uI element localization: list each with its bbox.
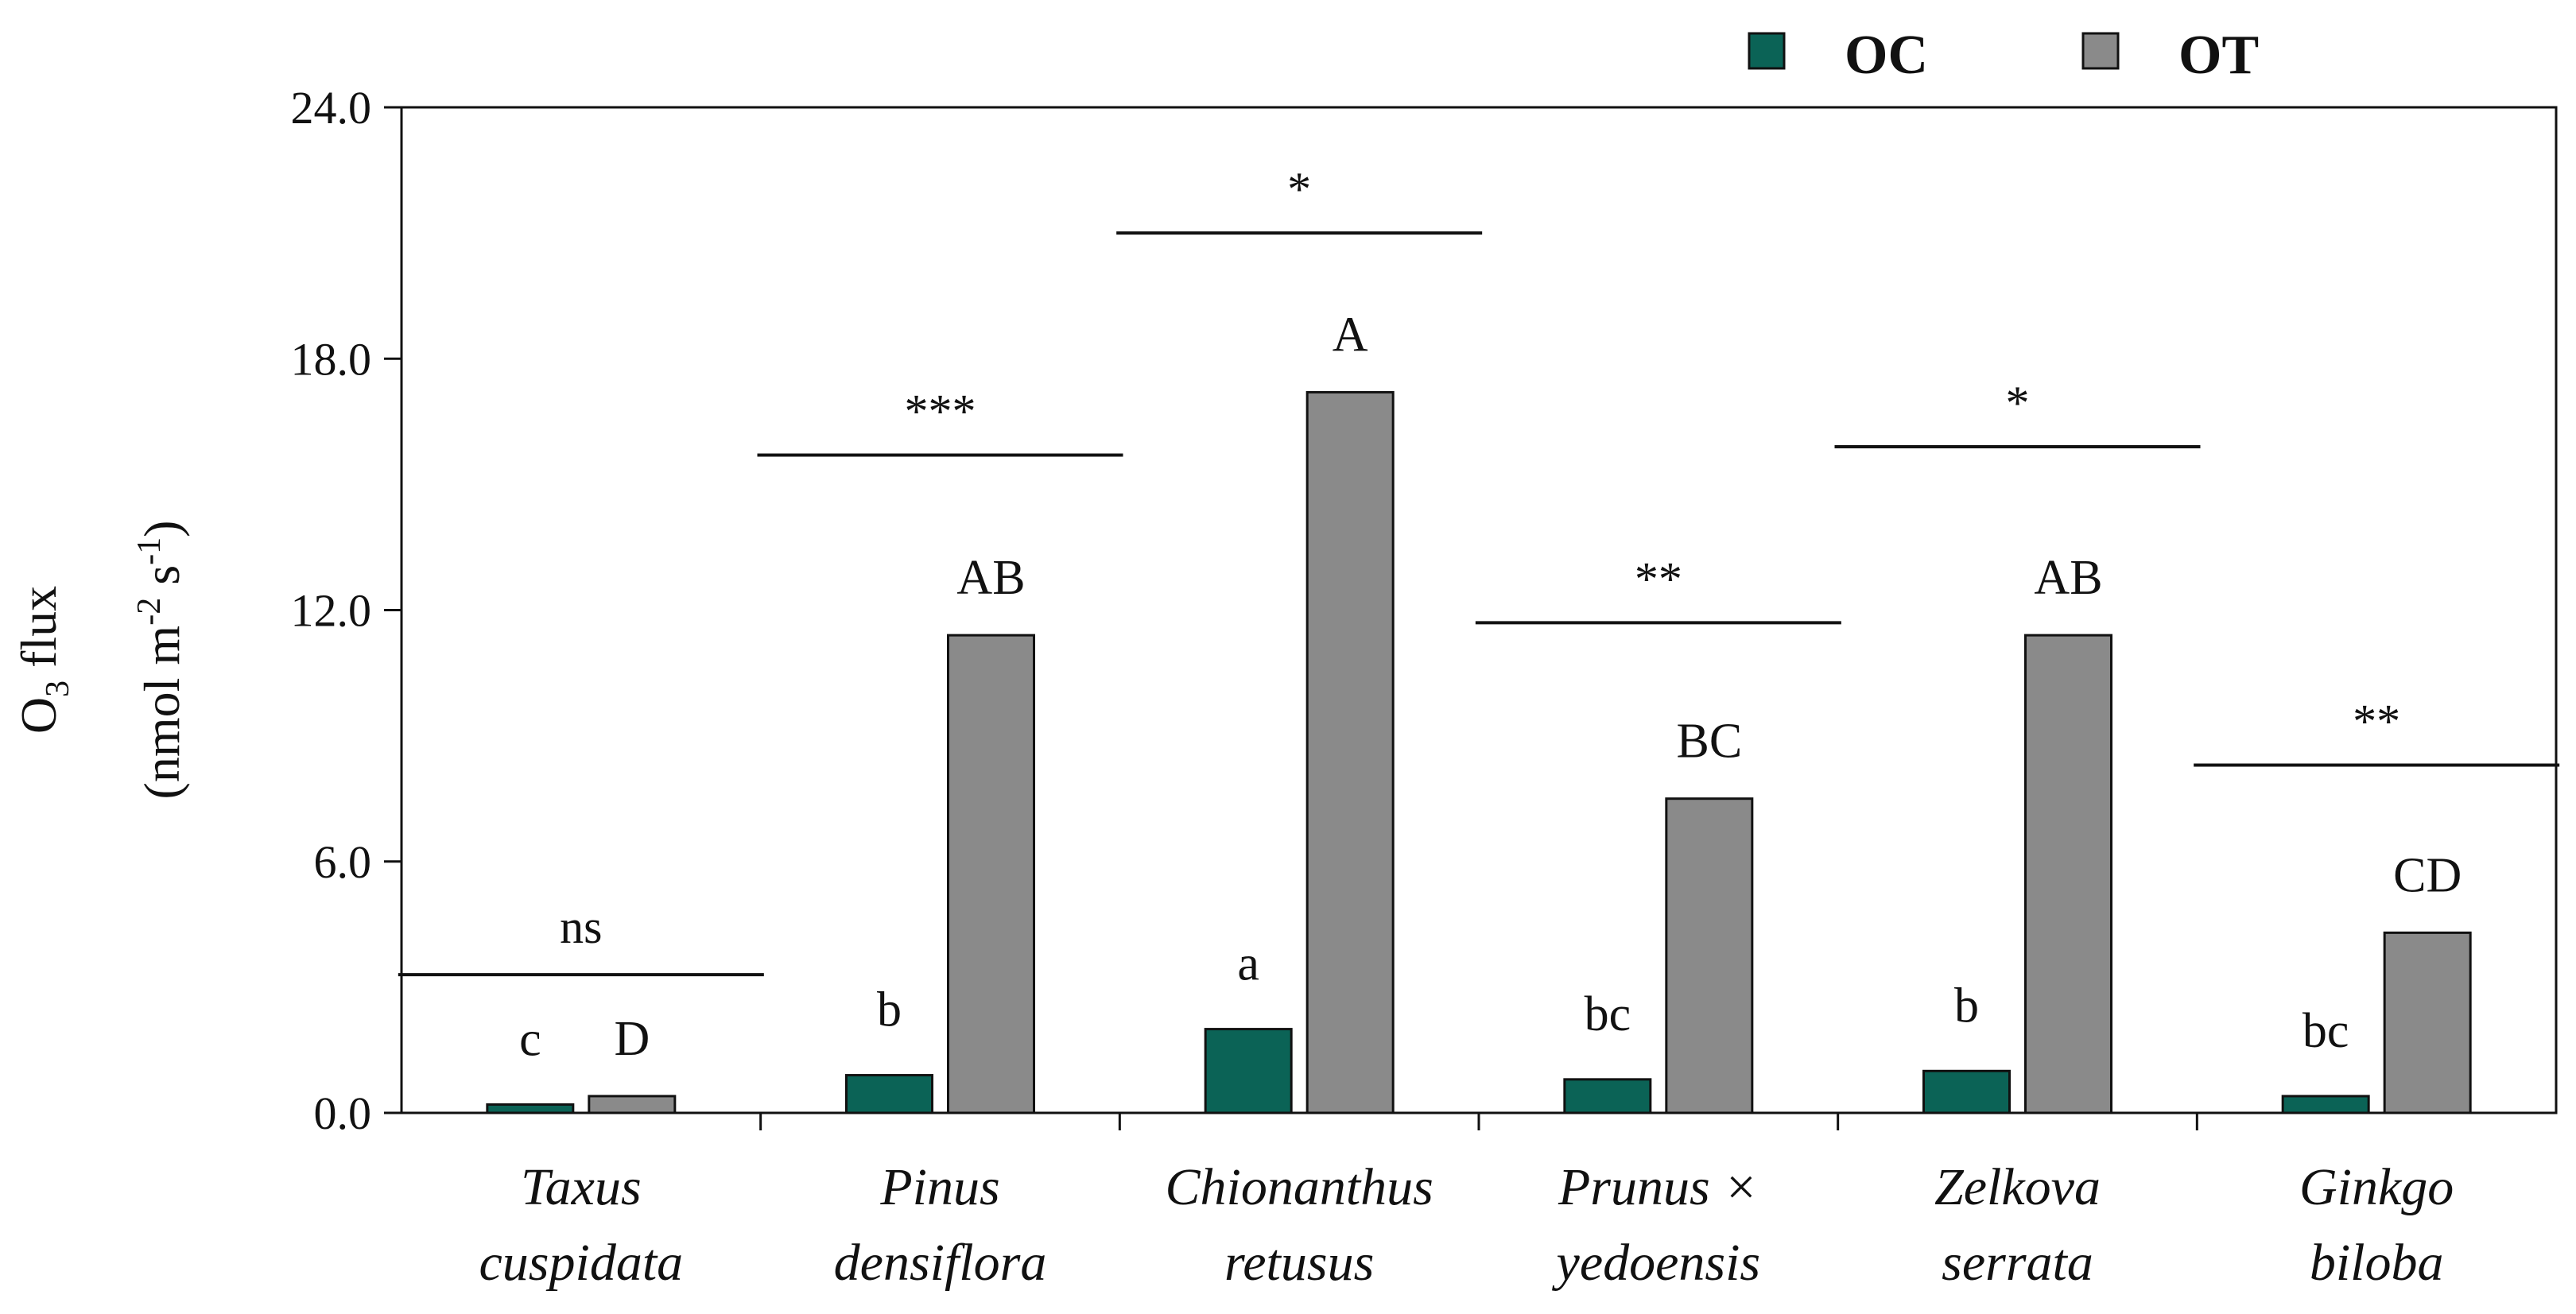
y-axis-unit-c: ): [134, 521, 190, 537]
category-label-line1: Pinus: [879, 1158, 999, 1216]
y-axis-unit-sup2: -1: [131, 537, 168, 565]
bar-letter-oc: bc: [2302, 1004, 2349, 1058]
bar-letter-oc: bc: [1585, 987, 1631, 1041]
category-label-line1: Chionanthus: [1165, 1158, 1433, 1216]
bar-letter-ot: AB: [956, 551, 1025, 605]
y-tick-label: 0.0: [314, 1087, 372, 1139]
y-axis-title-sub3: 3: [40, 680, 76, 697]
bar-ot: [947, 634, 1035, 1114]
category-label-line1: Taxus: [521, 1158, 642, 1216]
plot-frame-group: [400, 106, 2558, 1130]
bar-oc: [486, 1103, 575, 1114]
category-label-line2: biloba: [2310, 1234, 2444, 1292]
bar-letter-ot: AB: [2034, 551, 2102, 605]
significance-label: ***: [905, 385, 976, 437]
category-label-line2: densiflora: [834, 1234, 1047, 1292]
category-label-line1: Prunus ×: [1558, 1158, 1759, 1216]
significance-label: **: [2353, 696, 2400, 748]
legend-label-ot: OT: [2178, 25, 2259, 86]
category-label-line2: retusus: [1224, 1234, 1374, 1292]
bars-group: [486, 390, 2472, 1114]
bar-oc: [2281, 1095, 2370, 1114]
category-label-line2: cuspidata: [479, 1234, 684, 1292]
y-tick-label: 18.0: [291, 333, 372, 385]
bar-ot: [1305, 390, 1395, 1114]
y-axis-title-o: O: [10, 697, 67, 734]
y-tick-label: 24.0: [291, 82, 372, 134]
y-tick-label: 6.0: [314, 836, 372, 888]
y-axis-title-line2: (nmol m-2 s-1): [131, 521, 190, 800]
bar-oc: [845, 1074, 933, 1114]
y-axis-title-line1: O3 flux: [10, 586, 76, 734]
bar-letter-ot: BC: [1676, 715, 1742, 769]
legend-label-oc: OC: [1845, 25, 1928, 86]
significance-label: **: [1635, 552, 1682, 605]
category-labels-group: Taxus cuspidata Pinus densiflora Chionanthus…: [479, 1158, 2454, 1292]
category-label-line2: yedoensis: [1552, 1234, 1761, 1292]
plot-frame: [400, 106, 2558, 1114]
y-axis-unit-a: (nmol m: [134, 626, 190, 800]
bar-letter-oc: c: [519, 1012, 541, 1066]
bar-letter-oc: b: [1954, 979, 1979, 1033]
y-axis-title-flux: flux: [10, 586, 67, 680]
category-label-line1: Ginkgo: [2299, 1158, 2454, 1216]
category-label-line1: Zelkova: [1934, 1158, 2101, 1216]
legend: OC OT: [1748, 25, 2259, 86]
significance-label: *: [2006, 377, 2030, 429]
bar-oc: [1204, 1028, 1293, 1114]
significance-label: *: [1287, 163, 1311, 215]
y-axis-unit-b: s: [134, 565, 190, 598]
bar-ot: [2383, 931, 2472, 1114]
bar-ot: [2024, 634, 2112, 1114]
legend-swatch-ot: [2081, 32, 2120, 70]
y-axis-unit-sup1: -2: [131, 598, 168, 626]
letters-group: c Db AB a Abc BC b AB bc CD: [519, 308, 2462, 1066]
bar-letter-ot: D: [614, 1012, 650, 1066]
bar-letter-ot: A: [1333, 308, 1368, 362]
bar-oc: [1563, 1078, 1652, 1114]
bar-letter-ot: CD: [2393, 848, 2462, 902]
bar-letter-oc: b: [877, 983, 902, 1037]
bar-letter-oc: a: [1237, 937, 1259, 991]
significance-label: ns: [560, 901, 602, 953]
y-axis-group: 0.0 6.0 12.0 18.0 24.0: [291, 82, 402, 1139]
bar-ot: [1665, 797, 1754, 1114]
y-tick-label: 12.0: [291, 585, 372, 637]
bar-oc: [1922, 1069, 2011, 1114]
legend-swatch-oc: [1748, 32, 1786, 70]
category-label-line2: serrata: [1942, 1234, 2093, 1292]
bar-ot: [588, 1095, 677, 1114]
significance-group: ns*********: [398, 163, 2560, 977]
